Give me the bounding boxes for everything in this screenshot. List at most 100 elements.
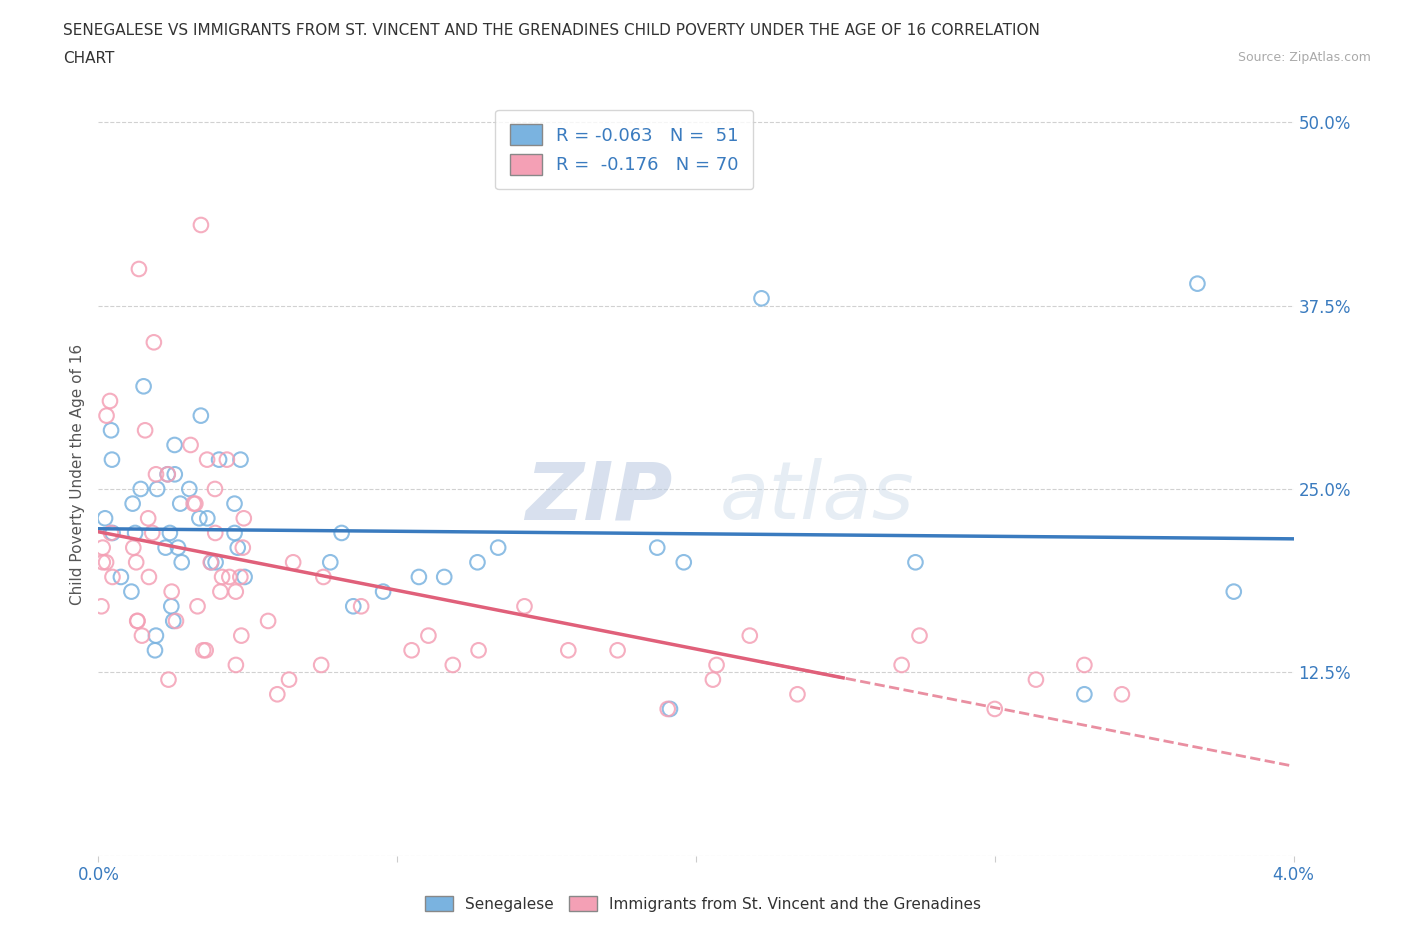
Point <box>408 569 430 584</box>
Point <box>204 555 226 570</box>
Point <box>127 614 149 629</box>
Point <box>229 569 252 584</box>
Point <box>90 599 112 614</box>
Point <box>170 555 193 570</box>
Point <box>194 643 217 658</box>
Point <box>121 497 143 512</box>
Point <box>163 437 186 452</box>
Point <box>706 658 728 672</box>
Legend: R = -0.063   N =  51, R =  -0.176   N = 70: R = -0.063 N = 51, R = -0.176 N = 70 <box>495 110 754 190</box>
Point <box>160 599 183 614</box>
Point <box>225 658 247 672</box>
Point <box>890 658 912 672</box>
Point <box>309 658 332 672</box>
Point <box>157 672 180 687</box>
Point <box>232 540 254 555</box>
Point <box>98 393 121 408</box>
Point <box>142 335 165 350</box>
Point <box>467 643 489 658</box>
Text: atlas: atlas <box>720 458 915 537</box>
Point <box>786 687 808 702</box>
Legend: Senegalese, Immigrants from St. Vincent and the Grenadines: Senegalese, Immigrants from St. Vincent … <box>419 889 987 918</box>
Point <box>129 482 152 497</box>
Point <box>342 599 364 614</box>
Point <box>209 584 232 599</box>
Point <box>138 569 160 584</box>
Point <box>226 540 249 555</box>
Point <box>183 497 205 512</box>
Point <box>672 555 695 570</box>
Point <box>159 525 181 540</box>
Point <box>266 687 288 702</box>
Point <box>231 628 253 643</box>
Point <box>312 569 335 584</box>
Point <box>350 599 373 614</box>
Point <box>91 555 114 570</box>
Point <box>96 408 118 423</box>
Point <box>163 467 186 482</box>
Point <box>186 599 208 614</box>
Point <box>904 555 927 570</box>
Point <box>486 540 509 555</box>
Point <box>319 555 342 570</box>
Point <box>204 525 226 540</box>
Point <box>132 379 155 393</box>
Text: CHART: CHART <box>63 51 115 66</box>
Point <box>513 599 536 614</box>
Point <box>165 614 187 629</box>
Point <box>91 540 114 555</box>
Point <box>145 467 167 482</box>
Point <box>156 467 179 482</box>
Point <box>131 628 153 643</box>
Point <box>94 555 117 570</box>
Point <box>218 569 240 584</box>
Point <box>188 511 211 525</box>
Point <box>1187 276 1209 291</box>
Point <box>702 672 724 687</box>
Point <box>257 614 280 629</box>
Point <box>190 218 212 232</box>
Point <box>433 569 456 584</box>
Point <box>229 452 252 467</box>
Point <box>204 482 226 497</box>
Point <box>224 497 246 512</box>
Point <box>127 614 149 629</box>
Point <box>441 658 464 672</box>
Point <box>125 555 148 570</box>
Point <box>101 525 124 540</box>
Point <box>156 467 179 482</box>
Point <box>330 525 353 540</box>
Point <box>1025 672 1047 687</box>
Point <box>751 291 773 306</box>
Point <box>278 672 301 687</box>
Point <box>162 614 184 629</box>
Text: SENEGALESE VS IMMIGRANTS FROM ST. VINCENT AND THE GRENADINES CHILD POVERTY UNDER: SENEGALESE VS IMMIGRANTS FROM ST. VINCEN… <box>63 23 1040 38</box>
Point <box>179 482 201 497</box>
Point <box>124 525 146 540</box>
Point <box>94 511 117 525</box>
Point <box>134 423 156 438</box>
Point <box>193 643 215 658</box>
Point <box>232 511 254 525</box>
Point <box>283 555 305 570</box>
Point <box>122 540 145 555</box>
Point <box>1073 687 1095 702</box>
Point <box>160 584 183 599</box>
Point <box>101 569 124 584</box>
Point <box>155 540 177 555</box>
Point <box>110 569 132 584</box>
Point <box>190 408 212 423</box>
Point <box>169 497 191 512</box>
Point <box>141 525 163 540</box>
Point <box>143 643 166 658</box>
Text: ZIP: ZIP <box>524 458 672 537</box>
Point <box>195 511 218 525</box>
Point <box>557 643 579 658</box>
Point <box>657 701 679 716</box>
Point <box>208 452 231 467</box>
Point <box>167 540 190 555</box>
Point <box>146 482 169 497</box>
Point <box>195 452 218 467</box>
Point <box>180 437 202 452</box>
Point <box>659 701 682 716</box>
